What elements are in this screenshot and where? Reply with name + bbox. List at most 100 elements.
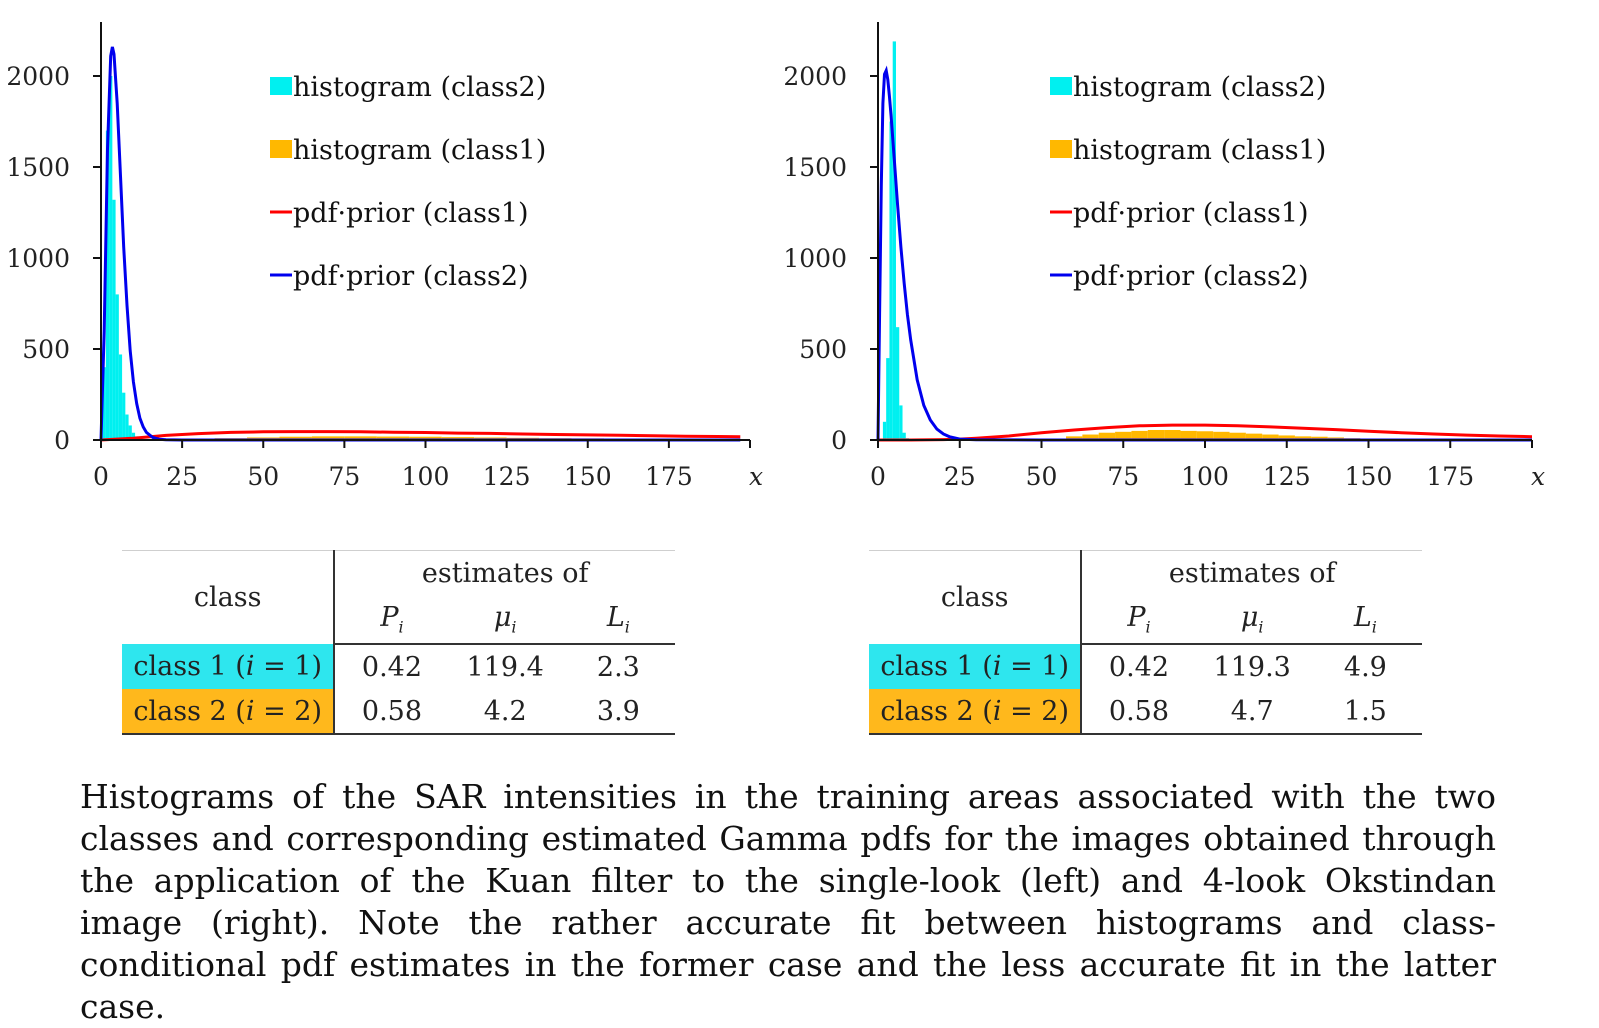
- x-tick-label: 0: [93, 462, 109, 491]
- y-tick-label: 0: [54, 426, 70, 455]
- histogram-bar: [109, 76, 113, 440]
- l-value: 4.9: [1343, 651, 1387, 683]
- y-tick-label: 1500: [6, 153, 70, 182]
- histogram-bar: [1229, 432, 1246, 440]
- l-header: Li: [561, 595, 675, 645]
- histogram-bar: [882, 421, 887, 440]
- right-panel: 0 25 50 75 100 125 150 175 x 0 500 1000 1500 2000 hist…: [783, 0, 1580, 735]
- mu-value: 119.4: [466, 651, 544, 683]
- l-header: Li: [1308, 595, 1422, 645]
- x-tick-label: 100: [402, 462, 450, 491]
- y-tick-label: 1000: [6, 244, 70, 273]
- pdf-line: [100, 430, 741, 442]
- legend-label: pdf·prior (class1): [293, 198, 529, 229]
- x-tick-label: 175: [1426, 462, 1474, 491]
- figure-caption: Histograms of the SAR intensities in the…: [80, 777, 1496, 1026]
- x-tick-label: 75: [328, 462, 360, 491]
- mu-header: μi: [1195, 595, 1309, 645]
- mu-value: 4.2: [448, 689, 562, 735]
- p-value: 0.58: [334, 689, 449, 735]
- histogram-bar: [105, 130, 110, 440]
- histogram-bar: [895, 327, 900, 440]
- histogram-bar: [112, 199, 116, 440]
- legend-swatch: [1050, 77, 1072, 95]
- class-2-cell: class 2 (i = 2): [869, 689, 1083, 735]
- histogram-bar: [1131, 430, 1148, 440]
- p-header: Pi: [1081, 595, 1196, 645]
- x-axis-label: x: [749, 462, 763, 491]
- y-tick-label: 1500: [783, 153, 847, 182]
- table-row: class 2 (i = 2) 0.58 4.2 3.9: [122, 689, 675, 735]
- histogram-bar: [1196, 431, 1214, 440]
- y-tick-label: 500: [799, 335, 847, 364]
- left-panel: 0 25 50 75 100 125 150 175 x 0 500 1000 1500 2000 hist…: [0, 0, 790, 735]
- pdf-line: [99, 46, 741, 442]
- y-tick-label: 0: [831, 426, 847, 455]
- histogram-bar: [311, 436, 345, 440]
- estimates-header: estimates of: [1081, 550, 1422, 595]
- legend-label: histogram (class1): [1073, 135, 1326, 166]
- x-tick-label: 50: [247, 462, 279, 491]
- histogram-bar: [1245, 433, 1263, 440]
- legend: histogram (class2) histogram (class1) pdf·…: [1050, 72, 1326, 292]
- estimates-header: estimates of: [334, 550, 675, 595]
- histogram-bar: [409, 436, 442, 440]
- y-tick-label: 2000: [783, 62, 847, 91]
- class-header: class: [122, 550, 336, 644]
- class-1-cell: class 1 (i = 1): [122, 644, 336, 689]
- class-2-cell: class 2 (i = 2): [122, 689, 336, 735]
- legend-label: pdf·prior (class1): [1073, 198, 1309, 229]
- x-tick-label: 150: [1345, 462, 1393, 491]
- p-value: 0.42: [1108, 651, 1170, 683]
- plot-area: [99, 46, 741, 442]
- histogram-bar: [1066, 436, 1083, 440]
- mu-value: 4.7: [1195, 689, 1309, 735]
- mu-header: μi: [448, 595, 562, 645]
- legend: histogram (class2) histogram (class1) pdf·…: [270, 72, 546, 292]
- x-tick-label: 0: [870, 462, 886, 491]
- histogram-bar: [344, 436, 377, 440]
- histogram-bar: [899, 405, 903, 440]
- right-chart: 0 25 50 75 100 125 150 175 x 0 500 1000 1500 2000 hist…: [783, 22, 1545, 491]
- x-tick-label: 25: [166, 462, 198, 491]
- bar-series: [1066, 429, 1377, 440]
- histogram-bar: [115, 294, 119, 440]
- p-value: 0.58: [1081, 689, 1196, 735]
- x-axis-label: x: [1531, 462, 1545, 491]
- legend-swatch: [270, 140, 292, 158]
- histogram-bar: [125, 414, 129, 440]
- x-tick-label: 50: [1026, 462, 1058, 491]
- class-1-cell: class 1 (i = 1): [869, 644, 1083, 689]
- legend-label: pdf·prior (class2): [293, 261, 529, 292]
- histogram-bar: [1115, 431, 1132, 440]
- legend-label: pdf·prior (class2): [1073, 261, 1309, 292]
- histogram-bar: [886, 358, 890, 440]
- histogram-bar: [279, 436, 312, 440]
- y-tick-label: 2000: [6, 62, 70, 91]
- histogram-bar: [1082, 434, 1099, 440]
- histogram-bar: [892, 41, 896, 441]
- histogram-bar: [1213, 431, 1230, 440]
- histogram-bar: [376, 436, 410, 440]
- histogram-bar: [1262, 434, 1279, 440]
- table-row: class 1 (i = 1) 0.42 119.4 2.3: [122, 644, 675, 689]
- right-estimates-table: class estimates of Pi μi Li class 1 (i =…: [869, 550, 1422, 735]
- histogram-bar: [1278, 435, 1295, 440]
- table-row: class 1 (i = 1) 0.42 119.3 4.9: [869, 644, 1422, 689]
- legend-label: histogram (class2): [293, 72, 546, 103]
- pdf-line: [876, 65, 1532, 442]
- histogram-bar: [1147, 429, 1165, 440]
- histogram-bar: [122, 392, 126, 440]
- legend-swatch: [270, 77, 292, 95]
- y-tick-label: 1000: [783, 244, 847, 273]
- x-tick-label: 125: [1263, 462, 1311, 491]
- left-estimates-table: class estimates of Pi μi Li class 1 (i =…: [122, 550, 675, 735]
- table-row: class 2 (i = 2) 0.58 4.7 1.5: [869, 689, 1422, 735]
- left-chart: 0 25 50 75 100 125 150 175 x 0 500 1000 1500 2000 hist…: [6, 22, 763, 491]
- l-value: 2.3: [596, 651, 640, 683]
- y-tick-label: 500: [22, 335, 70, 364]
- p-header: Pi: [334, 595, 449, 645]
- p-value: 0.42: [361, 651, 423, 683]
- bar-series: [102, 76, 142, 440]
- l-value: 1.5: [1308, 689, 1422, 735]
